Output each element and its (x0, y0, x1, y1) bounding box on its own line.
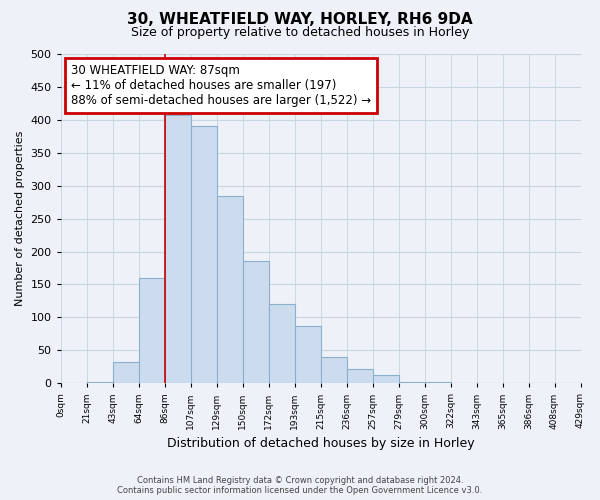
Bar (425, 382, 451, 384)
Bar (139, 278, 164, 384)
Bar (191, 126, 217, 384)
Text: 30, WHEATFIELD WAY, HORLEY, RH6 9DA: 30, WHEATFIELD WAY, HORLEY, RH6 9DA (127, 12, 473, 28)
Bar (269, 304, 295, 384)
Bar (347, 370, 373, 384)
Text: Contains HM Land Registry data © Crown copyright and database right 2024.
Contai: Contains HM Land Registry data © Crown c… (118, 476, 482, 495)
Text: Size of property relative to detached houses in Horley: Size of property relative to detached ho… (131, 26, 469, 39)
Bar (113, 362, 139, 384)
X-axis label: Distribution of detached houses by size in Horley: Distribution of detached houses by size … (167, 437, 475, 450)
Y-axis label: Number of detached properties: Number of detached properties (15, 131, 25, 306)
Text: 30 WHEATFIELD WAY: 87sqm
← 11% of detached houses are smaller (197)
88% of semi-: 30 WHEATFIELD WAY: 87sqm ← 11% of detach… (71, 64, 371, 107)
Bar (320, 357, 347, 384)
Bar (242, 262, 269, 384)
Bar (86, 382, 113, 384)
Bar (295, 326, 320, 384)
Bar (373, 376, 398, 384)
Bar (217, 196, 242, 384)
Bar (164, 114, 191, 384)
Bar (398, 382, 425, 384)
